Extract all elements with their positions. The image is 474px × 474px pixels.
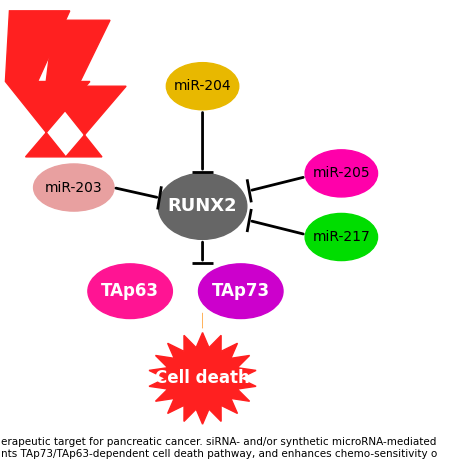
Text: TAp73: TAp73 — [212, 282, 270, 300]
Text: erapeutic target for pancreatic cancer. siRNA- and/or synthetic microRNA-mediate: erapeutic target for pancreatic cancer. … — [1, 438, 438, 459]
Text: RUNX2: RUNX2 — [168, 197, 237, 215]
Polygon shape — [5, 11, 90, 157]
Polygon shape — [149, 333, 256, 424]
Ellipse shape — [88, 264, 173, 319]
Ellipse shape — [199, 264, 283, 319]
Ellipse shape — [166, 63, 239, 110]
Text: miR-205: miR-205 — [312, 166, 370, 181]
Ellipse shape — [305, 213, 378, 261]
Text: Cell death: Cell death — [155, 369, 250, 387]
Text: miR-203: miR-203 — [45, 181, 102, 194]
Ellipse shape — [158, 173, 247, 239]
Ellipse shape — [305, 150, 378, 197]
Text: TAp63: TAp63 — [101, 282, 159, 300]
Polygon shape — [46, 20, 126, 157]
Ellipse shape — [34, 164, 114, 211]
Text: miR-217: miR-217 — [312, 230, 370, 244]
Text: miR-204: miR-204 — [174, 79, 231, 93]
